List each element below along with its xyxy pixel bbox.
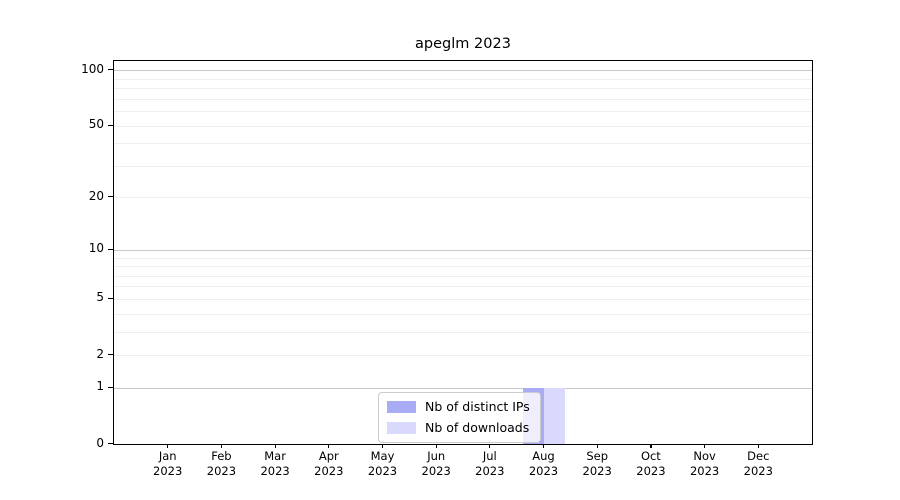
x-tick-year: 2023 [421, 464, 451, 478]
legend-swatch-distinct-ips [387, 401, 416, 413]
x-tick-mark [489, 444, 491, 448]
x-tick-year: 2023 [743, 464, 773, 478]
gridline-minor [114, 143, 812, 145]
y-tick-mark [108, 354, 113, 356]
x-tick-label: Sep 2023 [565, 449, 629, 479]
x-tick-mark [650, 444, 652, 448]
x-tick-month: Dec [747, 449, 770, 463]
x-tick-month: Jan [158, 449, 177, 463]
gridline-minor [114, 88, 812, 89]
x-tick-mark [382, 444, 384, 448]
legend: Nb of distinct IPs Nb of downloads [378, 392, 541, 443]
x-tick-month: May [370, 449, 395, 463]
x-tick-mark [167, 444, 169, 448]
gridline-minor [114, 313, 812, 315]
y-tick-mark [108, 248, 113, 250]
x-tick-label: Jul 2023 [458, 449, 522, 479]
x-tick-label: May 2023 [351, 449, 415, 479]
x-tick-mark [543, 444, 545, 448]
gridline-minor [114, 165, 812, 167]
bar-aug-downloads [543, 387, 565, 444]
plot-area [113, 60, 813, 445]
y-tick-mark [108, 443, 113, 445]
x-tick-mark [435, 444, 437, 448]
gridline-minor [114, 125, 812, 127]
x-tick-month: Jul [482, 449, 497, 463]
x-tick-year: 2023 [206, 464, 237, 478]
y-tick-label: 20 [88, 188, 104, 203]
x-tick-year: 2023 [314, 464, 344, 478]
gridline-minor [114, 331, 812, 333]
y-tick-label: 50 [88, 117, 104, 131]
x-tick-label: Mar 2023 [243, 449, 307, 479]
x-tick-month: Nov [693, 449, 716, 463]
y-tick-label: 10 [88, 241, 104, 256]
x-tick-month: Apr [318, 449, 339, 463]
y-tick-label: 0 [96, 435, 104, 450]
y-tick-label: 2 [96, 346, 104, 361]
x-tick-label: Dec 2023 [726, 449, 790, 479]
x-tick-year: 2023 [528, 464, 559, 478]
gridline-minor [114, 298, 812, 300]
x-tick-month: Feb [211, 449, 232, 463]
x-tick-mark [220, 444, 223, 448]
x-tick-year: 2023 [260, 464, 290, 478]
gridline-minor [114, 266, 812, 267]
legend-entry: Nb of downloads [387, 420, 530, 436]
gridline-major [114, 249, 812, 251]
x-tick-label: Aug 2023 [512, 449, 576, 479]
gridline-minor [114, 275, 812, 277]
x-tick-label: Apr 2023 [297, 449, 361, 479]
gridline-minor [114, 78, 812, 80]
y-tick-mark [108, 69, 113, 71]
chart-title: apeglm 2023 [415, 36, 511, 52]
y-tick-label: 100 [81, 61, 104, 76]
gridline-minor [114, 110, 812, 112]
x-tick-year: 2023 [475, 464, 505, 478]
y-tick-label: 1 [96, 379, 104, 394]
x-tick-year: 2023 [689, 464, 720, 478]
y-tick-label: 5 [96, 290, 104, 305]
x-tick-mark [757, 444, 759, 448]
x-tick-mark [274, 444, 276, 448]
y-tick-mark [108, 196, 113, 198]
x-tick-label: Jan 2023 [136, 449, 200, 479]
x-tick-month: Aug [532, 449, 555, 463]
gridline-minor [114, 98, 812, 100]
gridline-minor [114, 286, 812, 288]
legend-entry-label: Nb of downloads [425, 420, 530, 435]
gridline-minor [114, 197, 812, 199]
x-tick-month: Sep [586, 449, 609, 463]
y-tick-mark [108, 124, 113, 126]
x-tick-label: Jun 2023 [404, 449, 468, 479]
x-tick-label: Oct 2023 [619, 449, 683, 479]
x-tick-year: 2023 [153, 464, 183, 478]
x-tick-label: Nov 2023 [673, 449, 737, 479]
legend-swatch-downloads [387, 422, 416, 434]
x-tick-year: 2023 [636, 464, 666, 478]
y-tick-mark [108, 386, 113, 388]
gridline-major [114, 70, 812, 72]
y-tick-mark [108, 297, 113, 299]
x-tick-month: Jun [427, 449, 446, 463]
gridline-minor [114, 257, 812, 259]
legend-entry-label: Nb of distinct IPs [425, 399, 530, 414]
x-tick-label: Feb 2023 [189, 449, 253, 479]
legend-entry: Nb of distinct IPs [387, 399, 530, 415]
x-tick-year: 2023 [367, 464, 398, 478]
x-tick-month: Oct [640, 449, 661, 463]
x-tick-month: Mar [264, 449, 286, 463]
x-tick-mark [596, 444, 598, 448]
x-tick-mark [328, 444, 330, 448]
x-tick-year: 2023 [582, 464, 612, 478]
gridline-major [114, 387, 812, 389]
gridline-minor [114, 355, 812, 356]
x-tick-mark [704, 444, 706, 448]
